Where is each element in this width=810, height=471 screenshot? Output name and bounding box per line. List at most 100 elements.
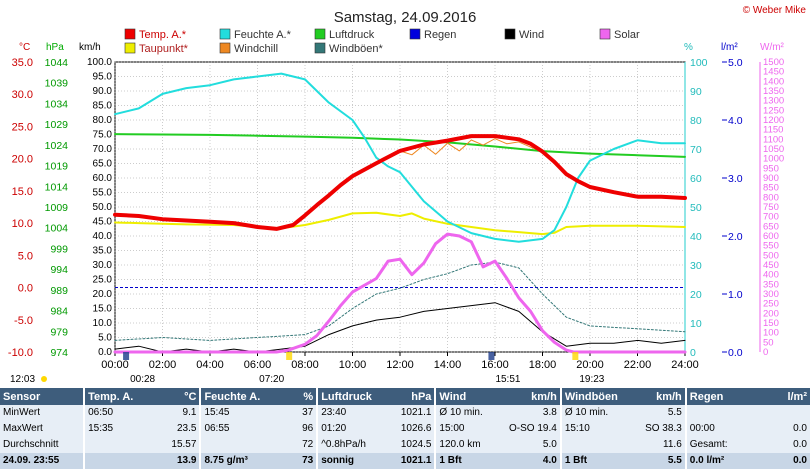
solar-tick-label: 1500 [763, 57, 784, 68]
legend-label: Wind [519, 29, 544, 41]
table-cell: 24.09. 23:55 [0, 453, 85, 469]
legend-swatch [409, 28, 421, 40]
solar-tick-label: 150 [763, 318, 779, 329]
solar-tick-label: 500 [763, 250, 779, 261]
solar-tick-label: 1100 [763, 134, 783, 145]
table-cell: Sensor [0, 388, 85, 405]
legend-swatch [219, 42, 231, 54]
wind-tick-label: 65.0 [93, 159, 113, 170]
table-cell: 120.0 km [434, 437, 498, 453]
table-row: MaxWert 15:35 23.5 06:55 96 01:20 1026.6 15:00 O… [0, 421, 810, 437]
legend-swatch [504, 28, 516, 40]
table-cell [684, 405, 755, 421]
solar-tick-label: 700 [763, 212, 779, 223]
table-cell: 15:45 [199, 405, 271, 421]
rain-tick-label: 2.0 [728, 231, 743, 243]
humidity-tick-label: 70 [690, 144, 702, 156]
humidity-unit-label: % [684, 42, 693, 53]
wind-tick-label: 75.0 [93, 130, 113, 141]
solar-tick-label: 1450 [763, 67, 784, 78]
solar-tick-label: 350 [763, 279, 779, 290]
table-cell: 23.5 [150, 421, 201, 437]
table-cell: Feuchte A. [199, 388, 271, 405]
solar-tick-label: 200 [763, 308, 779, 319]
temp-tick-label: 20.0 [12, 154, 33, 166]
pressure-tick-label: 1009 [45, 202, 69, 214]
legend-label: Feuchte A.* [234, 29, 292, 41]
humidity-tick-label: 10 [690, 318, 702, 330]
temp-tick-label: 35.0 [12, 57, 33, 69]
table-cell: 0.0 [754, 453, 810, 469]
time-tick-label: 06:00 [244, 359, 272, 371]
time-tick-label: 00:00 [101, 359, 129, 371]
time-tick-label: 08:00 [291, 359, 319, 371]
table-cell: 72 [270, 437, 318, 453]
table-cell: 96 [270, 421, 318, 437]
solar-tick-label: 400 [763, 270, 779, 281]
humidity-tick-label: 100 [690, 57, 708, 69]
table-cell: O-SO 19.4 [497, 421, 561, 437]
table-cell: 1021.1 [384, 453, 436, 469]
table-cell: Ø 10 min. [434, 405, 498, 421]
time-tick-label: 22:00 [624, 359, 652, 371]
table-cell: 73 [270, 453, 318, 469]
solar-tick-label: 300 [763, 289, 779, 300]
humidity-tick-label: 30 [690, 260, 702, 272]
solar-tick-label: 0 [763, 347, 768, 358]
wind-tick-label: 10.0 [93, 318, 113, 329]
solar-tick-label: 950 [763, 163, 779, 174]
time-tick-label: 12:00 [386, 359, 414, 371]
table-cell: 11.6 [625, 437, 686, 453]
table-cell [199, 437, 271, 453]
table-cell: 0.0 l/m² [684, 453, 755, 469]
solar-tick-label: 650 [763, 221, 779, 232]
solar-tick-label: 1000 [763, 154, 784, 165]
table-cell: SO 38.3 [625, 421, 686, 437]
table-cell [83, 437, 151, 453]
pressure-tick-label: 1034 [45, 98, 69, 110]
pressure-unit-label: hPa [46, 42, 64, 53]
pressure-tick-label: 1019 [45, 161, 69, 173]
pressure-tick-label: 1024 [45, 140, 69, 152]
legend-swatch [599, 28, 611, 40]
pressure-tick-label: 1044 [45, 57, 69, 69]
rain-tick-label: 0.0 [728, 347, 743, 359]
table-cell: ^0.8hPa/h [316, 437, 385, 453]
series-line-tempa [113, 134, 687, 231]
table-cell: 5.0 [497, 437, 561, 453]
wind-tick-label: 100.0 [87, 57, 112, 68]
table-cell: hPa [384, 388, 436, 405]
table-cell: 13.9 [150, 453, 201, 469]
pressure-tick-label: 994 [50, 264, 68, 276]
series-line-windben [114, 261, 686, 341]
solar-tick-label: 550 [763, 241, 779, 252]
time-tick-label: 16:00 [481, 359, 509, 371]
stats-table: Sensor Temp. A. °C Feuchte A.% Luftdruck hPa W… [0, 388, 810, 469]
wind-tick-label: 0.0 [98, 347, 112, 358]
rain-tick-label: 3.0 [728, 173, 743, 185]
wind-tick-label: 90.0 [93, 86, 113, 97]
series-line-luftdruck [114, 133, 686, 158]
solar-unit-label: W/m² [760, 42, 785, 53]
wind-tick-label: 70.0 [93, 144, 113, 155]
solar-tick-label: 800 [763, 192, 779, 203]
legend-label: Regen [424, 29, 456, 41]
humidity-tick-label: 20 [690, 289, 702, 301]
legend-label: Windchill [234, 43, 278, 55]
temp-tick-label: 30.0 [12, 89, 33, 101]
legend-swatch [124, 42, 136, 54]
table-cell: km/h [625, 388, 686, 405]
time-tick-label: 02:00 [149, 359, 177, 371]
temp-tick-label: 15.0 [12, 186, 33, 198]
weather-chart: Samstag, 24.09.2016 © Weber Mike Temp. A.*… [8, 5, 807, 385]
wind-unit-label: km/h [79, 42, 101, 53]
legend-swatch [314, 42, 326, 54]
humidity-tick-label: 60 [690, 173, 702, 185]
stats-table-body: Sensor Temp. A. °C Feuchte A.% Luftdruck hPa W… [0, 388, 810, 469]
table-cell: 1021.1 [384, 405, 436, 421]
solar-tick-label: 250 [763, 299, 779, 310]
rain-tick-label: 1.0 [728, 289, 743, 301]
temp-tick-label: -5.0 [14, 315, 33, 327]
wind-tick-label: 85.0 [93, 101, 113, 112]
legend-swatch [124, 28, 136, 40]
